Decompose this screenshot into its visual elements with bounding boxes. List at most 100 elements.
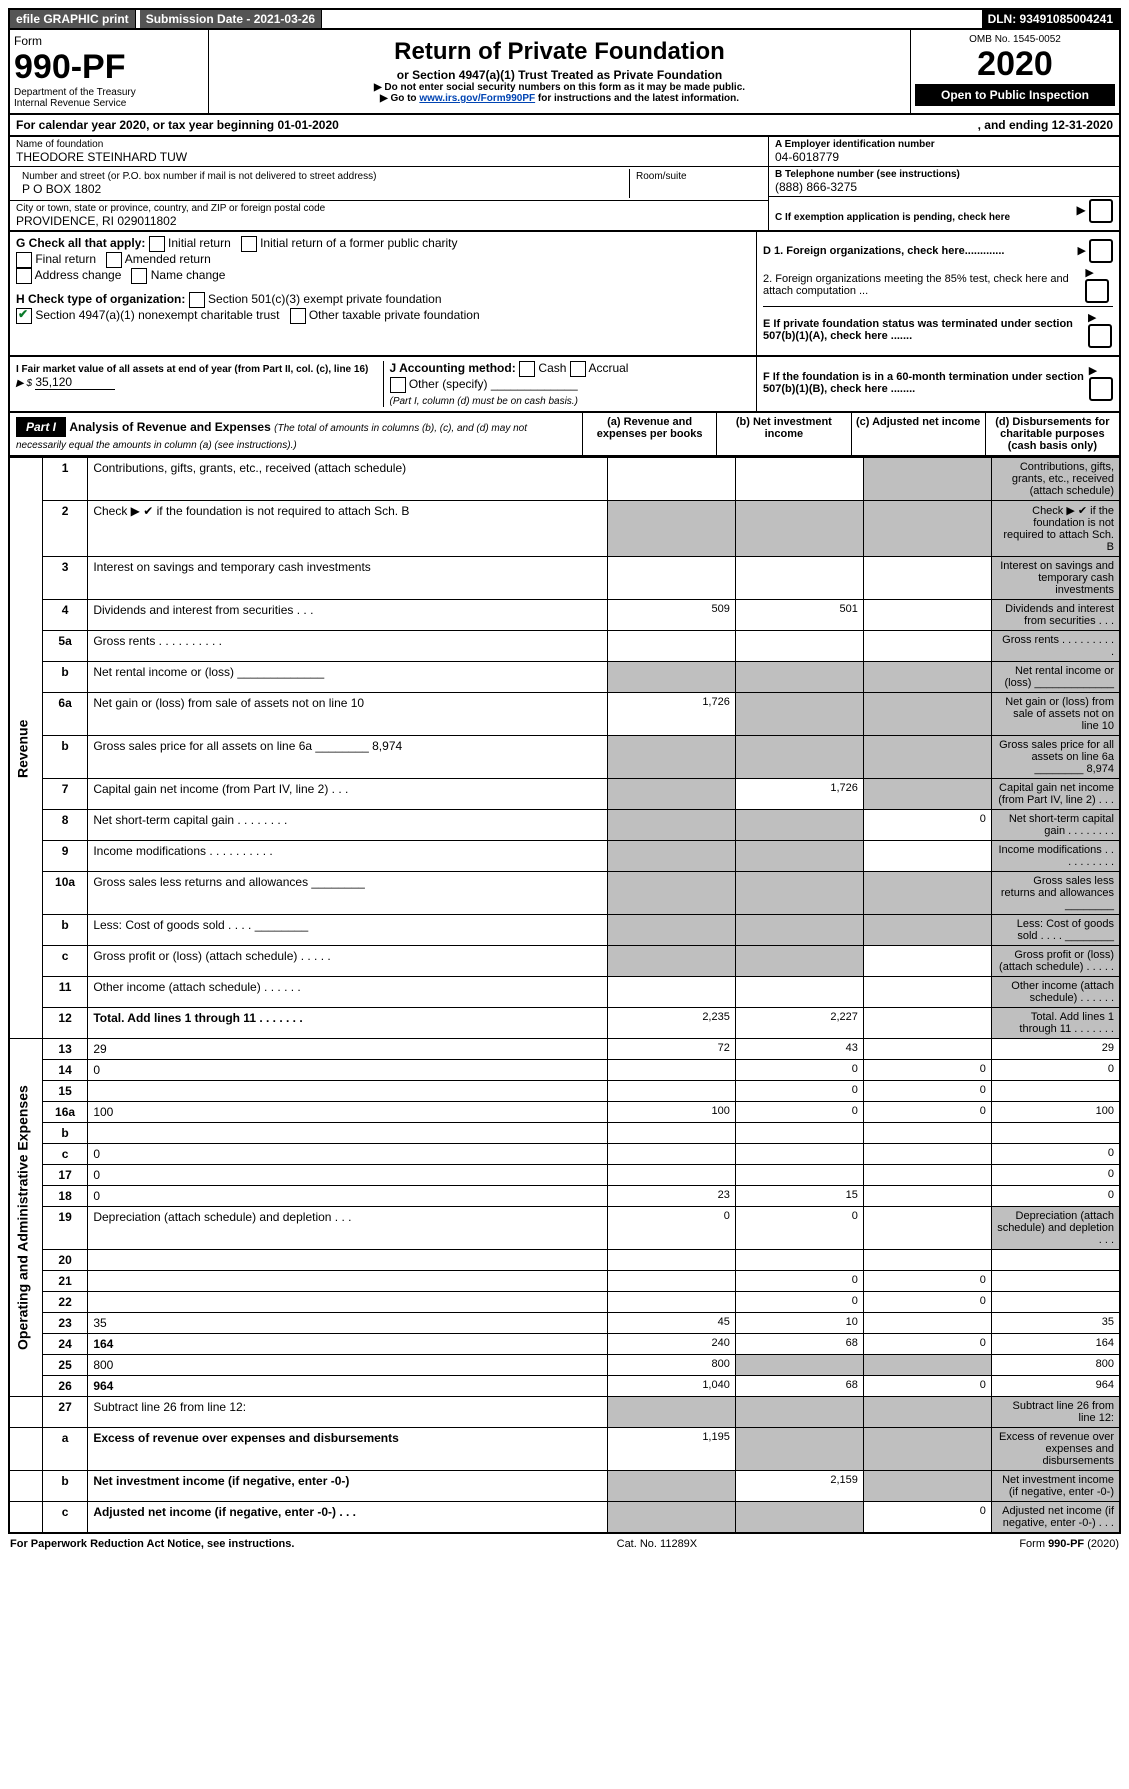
table-row: 2335451035 xyxy=(9,1313,1120,1334)
g-opt-3-checkbox[interactable] xyxy=(106,252,122,268)
cell-b xyxy=(735,1144,863,1165)
j-other[interactable] xyxy=(390,377,406,393)
cell-a xyxy=(607,1502,735,1534)
cell-d: Net investment income (if negative, ente… xyxy=(991,1471,1120,1502)
line-desc: Other income (attach schedule) . . . . .… xyxy=(88,977,608,1008)
cell-b: 0 xyxy=(735,1102,863,1123)
addr-label: Number and street (or P.O. box number if… xyxy=(22,171,623,182)
e-checkbox[interactable] xyxy=(1088,324,1112,348)
ein: 04-6018779 xyxy=(775,150,1113,164)
cell-c: 0 xyxy=(863,1334,991,1355)
table-row: 27Subtract line 26 from line 12:Subtract… xyxy=(9,1397,1120,1428)
cell-d: Adjusted net income (if negative, enter … xyxy=(991,1502,1120,1534)
line-desc: Net rental income or (loss) ____________… xyxy=(88,662,608,693)
cell-d: Net rental income or (loss) ____________… xyxy=(991,662,1120,693)
line-desc xyxy=(88,1123,608,1144)
line-number: 17 xyxy=(42,1165,87,1186)
name-label: Name of foundation xyxy=(16,139,762,150)
line-number: c xyxy=(42,946,87,977)
cell-d: Depreciation (attach schedule) and deple… xyxy=(991,1207,1120,1250)
line-desc: Less: Cost of goods sold . . . . _______… xyxy=(88,915,608,946)
table-row: 18023150 xyxy=(9,1186,1120,1207)
part1-title: Analysis of Revenue and Expenses xyxy=(69,420,270,434)
h-4947[interactable] xyxy=(16,308,32,324)
cell-c xyxy=(863,779,991,810)
cell-b xyxy=(735,915,863,946)
irs-link[interactable]: www.irs.gov/Form990PF xyxy=(419,93,535,104)
line-desc xyxy=(88,1292,608,1313)
cell-b: 0 xyxy=(735,1060,863,1081)
line-number: 19 xyxy=(42,1207,87,1250)
omb: OMB No. 1545-0052 xyxy=(915,34,1115,45)
cell-a xyxy=(607,841,735,872)
g-opt-1-checkbox[interactable] xyxy=(241,236,257,252)
cell-b xyxy=(735,557,863,600)
cell-c xyxy=(863,841,991,872)
table-row: cGross profit or (loss) (attach schedule… xyxy=(9,946,1120,977)
cell-c xyxy=(863,1165,991,1186)
cell-c xyxy=(863,1250,991,1271)
cell-c xyxy=(863,1471,991,1502)
line-number: b xyxy=(42,915,87,946)
cell-a xyxy=(607,1292,735,1313)
cell-c xyxy=(863,1039,991,1060)
cell-c xyxy=(863,1313,991,1334)
g-label: G Check all that apply: xyxy=(16,236,145,250)
cell-a xyxy=(607,946,735,977)
line-desc: Gross profit or (loss) (attach schedule)… xyxy=(88,946,608,977)
cell-b xyxy=(735,841,863,872)
cell-d: 0 xyxy=(991,1060,1120,1081)
table-row: Operating and Administrative Expenses132… xyxy=(9,1039,1120,1060)
cell-c xyxy=(863,501,991,557)
cell-a xyxy=(607,736,735,779)
cell-a xyxy=(607,1081,735,1102)
table-row: cAdjusted net income (if negative, enter… xyxy=(9,1502,1120,1534)
line-desc: Excess of revenue over expenses and disb… xyxy=(88,1428,608,1471)
h-501c3[interactable] xyxy=(189,292,205,308)
cell-d: Gross profit or (loss) (attach schedule)… xyxy=(991,946,1120,977)
footer-right: Form 990-PF (2020) xyxy=(1019,1538,1119,1550)
d1-checkbox[interactable] xyxy=(1089,239,1113,263)
cell-a xyxy=(607,662,735,693)
cell-c xyxy=(863,1397,991,1428)
h-other[interactable] xyxy=(290,308,306,324)
tax-year: 2020 xyxy=(915,45,1115,84)
cell-a: 1,195 xyxy=(607,1428,735,1471)
cell-a: 23 xyxy=(607,1186,735,1207)
efile-btn[interactable]: efile GRAPHIC print xyxy=(10,10,136,28)
line-number: 25 xyxy=(42,1355,87,1376)
cell-d: 35 xyxy=(991,1313,1120,1334)
f-checkbox[interactable] xyxy=(1089,377,1113,401)
table-row: 7Capital gain net income (from Part IV, … xyxy=(9,779,1120,810)
line-number: 16a xyxy=(42,1102,87,1123)
cell-b xyxy=(735,1428,863,1471)
cell-d: Income modifications . . . . . . . . . . xyxy=(991,841,1120,872)
table-row: c00 xyxy=(9,1144,1120,1165)
cell-b xyxy=(735,1165,863,1186)
cell-c xyxy=(863,1123,991,1144)
g-opt-5-checkbox[interactable] xyxy=(131,268,147,284)
footer: For Paperwork Reduction Act Notice, see … xyxy=(8,1534,1121,1554)
table-row: 19 Depreciation (attach schedule) and dep… xyxy=(9,1207,1120,1250)
table-row: 8Net short-term capital gain . . . . . .… xyxy=(9,810,1120,841)
cell-d: Gross sales price for all assets on line… xyxy=(991,736,1120,779)
c-checkbox[interactable] xyxy=(1089,199,1113,223)
cell-b: 0 xyxy=(735,1081,863,1102)
cell-c xyxy=(863,915,991,946)
cell-a xyxy=(607,1123,735,1144)
g-opt-4-checkbox[interactable] xyxy=(16,268,32,284)
g-opt-0-checkbox[interactable] xyxy=(149,236,165,252)
j-accrual[interactable] xyxy=(570,361,586,377)
table-row: bNet investment income (if negative, ent… xyxy=(9,1471,1120,1502)
ein-label: A Employer identification number xyxy=(775,139,1113,150)
line-number: 7 xyxy=(42,779,87,810)
table-row: 12Total. Add lines 1 through 11 . . . . … xyxy=(9,1008,1120,1039)
cell-b xyxy=(735,501,863,557)
d2-checkbox[interactable] xyxy=(1085,279,1109,303)
j-cash[interactable] xyxy=(519,361,535,377)
cell-d: Gross sales less returns and allowances … xyxy=(991,872,1120,915)
cell-b xyxy=(735,977,863,1008)
g-opt-2-checkbox[interactable] xyxy=(16,252,32,268)
cell-b: 15 xyxy=(735,1186,863,1207)
cell-d: Subtract line 26 from line 12: xyxy=(991,1397,1120,1428)
